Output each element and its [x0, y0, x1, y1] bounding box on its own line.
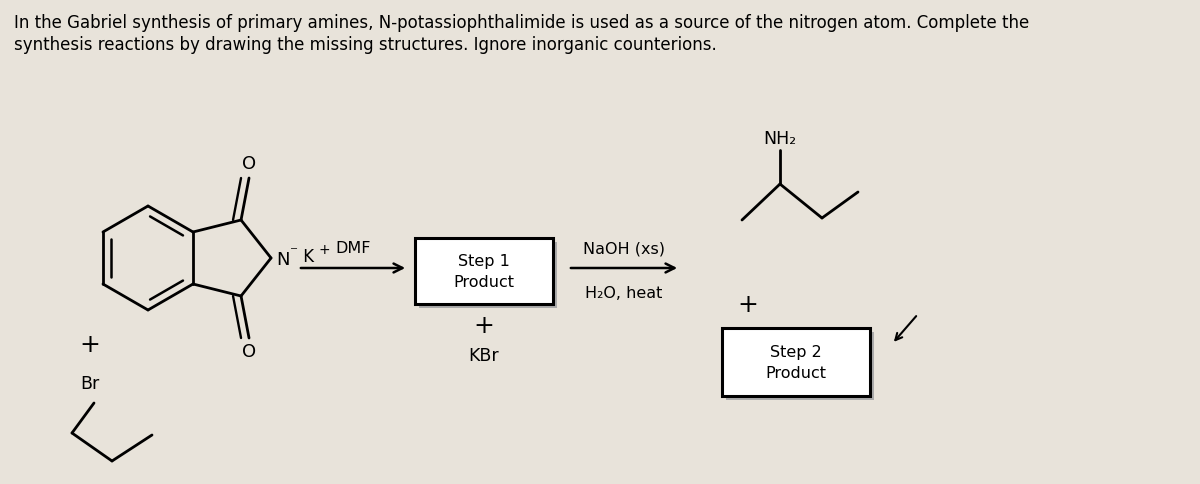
Text: +: +	[738, 293, 758, 317]
Text: +: +	[318, 243, 330, 257]
Text: KBr: KBr	[469, 347, 499, 365]
Text: synthesis reactions by drawing the missing structures. Ignore inorganic counteri: synthesis reactions by drawing the missi…	[14, 36, 716, 54]
Text: O: O	[242, 343, 256, 361]
Text: K: K	[298, 248, 314, 266]
Text: Br: Br	[80, 375, 100, 393]
Bar	[726, 332, 874, 400]
Text: N: N	[276, 251, 289, 269]
Bar	[419, 242, 557, 308]
Bar	[415, 238, 553, 304]
Text: DMF: DMF	[335, 241, 371, 256]
Text: NaOH (xs): NaOH (xs)	[583, 241, 665, 256]
Text: In the Gabriel synthesis of primary amines, N-potassiophthalimide is used as a s: In the Gabriel synthesis of primary amin…	[14, 14, 1030, 32]
Text: Step 1
Product: Step 1 Product	[454, 254, 515, 290]
Bar	[722, 328, 870, 396]
Text: H₂O, heat: H₂O, heat	[586, 286, 662, 301]
Text: ⁻: ⁻	[290, 244, 298, 259]
Text: +: +	[79, 333, 101, 357]
Text: O: O	[242, 155, 256, 173]
Text: +: +	[474, 314, 494, 338]
Text: Step 2
Product: Step 2 Product	[766, 345, 827, 381]
Text: NH₂: NH₂	[763, 130, 797, 148]
